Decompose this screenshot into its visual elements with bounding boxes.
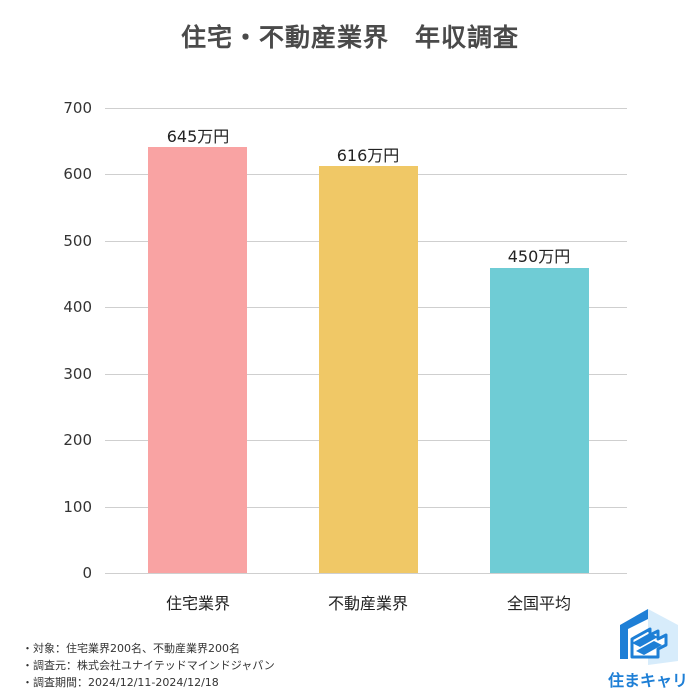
gridline-700 [105,108,627,109]
value-label-housing: 645万円 [166,127,230,146]
value-label-real-estate: 616万円 [336,146,400,165]
logo-text: 住まキャリ [608,671,689,690]
note-period: 調査期間：2024/12/11-2024/12/18 [22,674,275,691]
gridline-0 [105,573,627,574]
y-tick-label: 600 [63,165,92,183]
y-tick-label: 200 [63,431,92,449]
x-label-housing: 住宅業界 [165,594,230,613]
stairs-house-icon [620,609,678,665]
y-tick-label: 100 [63,498,92,516]
y-tick-label: 0 [82,564,92,582]
bar-housing [148,147,247,573]
bar-national-average [490,268,589,573]
survey-notes: 対象：住宅業界200名、不動産業界200名 調査元：株式会社ユナイテッドマインド… [22,640,275,691]
x-label-national-average: 全国平均 [506,594,571,613]
brand-logo: 住まキャリ [608,605,688,695]
chart-title: 住宅・不動産業界 年収調査 [180,23,519,52]
value-label-national-average: 450万円 [507,247,571,266]
x-label-real-estate: 不動産業界 [327,594,408,613]
y-tick-label: 300 [63,365,92,383]
y-tick-label: 500 [63,232,92,250]
y-tick-label: 400 [63,298,92,316]
bar-real-estate [319,166,418,573]
note-source: 調査元：株式会社ユナイテッドマインドジャパン [22,657,275,674]
y-tick-label: 700 [63,99,92,117]
note-target: 対象：住宅業界200名、不動産業界200名 [22,640,275,657]
